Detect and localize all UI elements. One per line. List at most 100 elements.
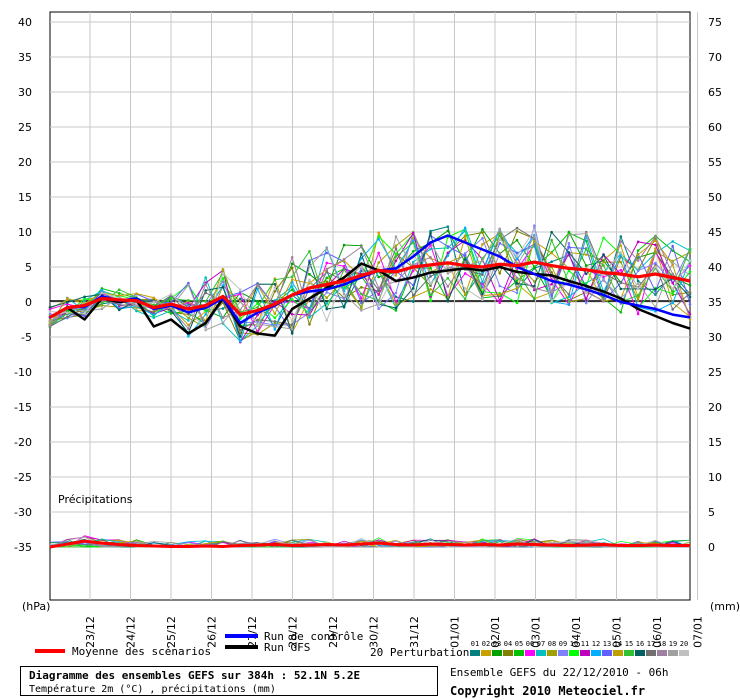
ensemble-info: Ensemble GEFS du 22/12/2010 - 06h bbox=[450, 666, 669, 679]
perturbation-point bbox=[65, 311, 69, 315]
perturbation-point bbox=[671, 260, 675, 264]
perturbation-point bbox=[377, 251, 380, 255]
perturbation-point bbox=[204, 276, 207, 279]
perturbation-point bbox=[567, 295, 571, 299]
legend-perturbation-id: 07 bbox=[537, 640, 545, 648]
perturbation-point bbox=[325, 307, 329, 311]
legend-perturbation-id: 19 bbox=[669, 640, 677, 648]
perturbation-point bbox=[221, 321, 225, 325]
legend-perturbation-id: 01 bbox=[471, 640, 479, 648]
perturbation-point bbox=[602, 236, 605, 240]
y-tick-label-right: 0 bbox=[708, 541, 715, 554]
legend-perturbation-swatch bbox=[646, 650, 656, 656]
x-tick-label: 04/01 bbox=[570, 616, 583, 648]
perturbation-point bbox=[481, 227, 484, 231]
legend-perturbation-swatch bbox=[613, 650, 623, 656]
perturbation-point bbox=[117, 303, 121, 307]
perturbation-point bbox=[498, 299, 502, 302]
perturbation-point bbox=[204, 291, 207, 295]
perturbation-point bbox=[325, 280, 329, 283]
perturbation-point bbox=[446, 276, 450, 280]
perturbation-point bbox=[550, 230, 553, 234]
y-tick-label-left: 15 bbox=[18, 191, 32, 204]
x-tick-label: 24/12 bbox=[125, 616, 138, 648]
perturbation-point bbox=[411, 250, 415, 253]
y-tick-label-right: 65 bbox=[708, 86, 722, 99]
perturbation-point bbox=[671, 281, 675, 285]
perturbation-point bbox=[290, 262, 294, 266]
perturbation-point bbox=[83, 299, 86, 302]
perturbation-point bbox=[325, 251, 329, 255]
perturbation-point bbox=[308, 273, 311, 276]
perturbation-point bbox=[654, 250, 657, 254]
perturbation-point bbox=[256, 313, 259, 317]
perturbation-point bbox=[463, 234, 467, 238]
perturbation-point bbox=[533, 224, 536, 228]
perturbation-point bbox=[377, 237, 380, 241]
perturbation-point bbox=[394, 252, 398, 256]
perturbation-point bbox=[654, 247, 657, 250]
y-tick-label-right: 5 bbox=[708, 506, 715, 519]
perturbation-point bbox=[411, 241, 415, 244]
y-tick-label-right: 75 bbox=[708, 16, 722, 29]
perturbation-point bbox=[636, 253, 640, 256]
perturbation-point bbox=[308, 313, 311, 316]
perturbation-point bbox=[688, 273, 692, 277]
perturbation-point bbox=[290, 278, 294, 281]
perturbation-point bbox=[204, 289, 207, 292]
perturbation-point bbox=[308, 249, 311, 253]
perturbation-point bbox=[187, 319, 190, 322]
y-tick-label-right: 10 bbox=[708, 471, 722, 484]
perturbation-point bbox=[290, 327, 294, 331]
perturbation-point bbox=[360, 265, 363, 269]
perturbation-line bbox=[49, 227, 691, 331]
perturbation-point bbox=[688, 259, 692, 263]
perturbation-point bbox=[688, 303, 692, 306]
perturbation-point bbox=[377, 235, 380, 238]
perturbation-point bbox=[636, 259, 640, 262]
perturbation-point bbox=[325, 319, 329, 322]
perturbation-point bbox=[83, 295, 86, 299]
perturbation-point bbox=[290, 319, 294, 323]
perturbation-point bbox=[360, 301, 363, 305]
perturbation-point bbox=[429, 247, 432, 251]
perturbation-point bbox=[446, 245, 450, 248]
perturbation-point bbox=[204, 300, 207, 303]
perturbation-point bbox=[65, 297, 69, 300]
perturbation-point bbox=[463, 226, 467, 230]
x-tick-label: 06/01 bbox=[651, 616, 664, 648]
perturbation-point bbox=[100, 304, 104, 307]
perturbation-line bbox=[49, 227, 691, 331]
perturbation-point bbox=[204, 309, 207, 313]
perturbation-point bbox=[550, 271, 553, 274]
perturbation-point bbox=[515, 238, 519, 242]
perturbation-point bbox=[550, 290, 553, 293]
perturbation-point bbox=[394, 273, 398, 277]
y-tick-label-left: 30 bbox=[18, 86, 32, 99]
perturbation-point bbox=[463, 297, 467, 301]
perturbation-point bbox=[360, 292, 363, 296]
perturbation-point bbox=[463, 293, 467, 296]
perturbation-point bbox=[152, 313, 156, 317]
perturbation-point bbox=[411, 260, 415, 264]
perturbation-point bbox=[654, 235, 657, 238]
perturbation-point bbox=[567, 233, 571, 237]
x-tick-label: 30/12 bbox=[368, 616, 381, 648]
perturbation-point bbox=[169, 297, 173, 301]
perturbation-point bbox=[377, 275, 380, 279]
perturbation-point bbox=[411, 231, 415, 235]
y-tick-label-right: 30 bbox=[708, 331, 722, 344]
y-tick-label-right: 15 bbox=[708, 436, 722, 449]
perturbation-point bbox=[290, 332, 294, 335]
perturbation-point bbox=[515, 255, 519, 258]
perturbation-point bbox=[273, 320, 277, 323]
perturbation-point bbox=[394, 303, 398, 306]
legend-perturbation-id: 06 bbox=[526, 640, 534, 648]
perturbation-point bbox=[429, 229, 432, 233]
legend-perturbation-swatch bbox=[624, 650, 634, 656]
legend-perturbation-swatch bbox=[514, 650, 524, 656]
perturbation-point bbox=[290, 275, 294, 279]
legend-perturbation-id: 03 bbox=[493, 640, 501, 648]
perturbation-point bbox=[48, 312, 52, 316]
perturbation-point bbox=[325, 276, 329, 280]
